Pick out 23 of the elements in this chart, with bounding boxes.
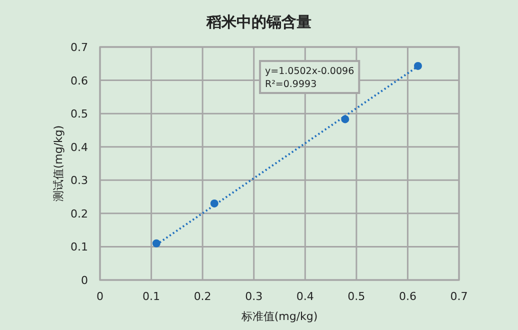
y-tick-label: 0.3	[70, 174, 88, 188]
y-tick-label: 0.7	[70, 41, 88, 54]
y-tick-label: 0	[81, 274, 88, 287]
y-tick-label: 0.4	[70, 140, 88, 154]
y-tick-label: 0.2	[70, 207, 88, 220]
x-tick-label: 0.1	[142, 290, 160, 303]
x-tick-label: 0.3	[245, 290, 263, 303]
y-tick-label: 0.6	[70, 74, 88, 88]
x-tick-label: 0	[96, 290, 104, 303]
x-tick-label: 0.5	[348, 290, 366, 303]
x-tick-label: 0.6	[398, 290, 416, 303]
y-axis-title: 测试值(mg/kg)	[52, 125, 65, 202]
x-axis-title: 标准值(mg/kg)	[240, 310, 318, 323]
x-tick-label: 0.7	[450, 290, 468, 303]
x-tick-label: 0.2	[194, 290, 212, 303]
y-tick-label: 0.5	[70, 108, 88, 121]
annotation: R²=0.9993	[265, 79, 317, 90]
x-tick-label: 0.4	[296, 290, 314, 303]
chart-title: 稻米中的镉含量	[206, 13, 312, 31]
annotation: y=1.0502x-0.0096	[265, 66, 354, 77]
y-tick-label: 0.1	[70, 240, 88, 254]
point	[414, 62, 422, 70]
point	[152, 239, 160, 248]
